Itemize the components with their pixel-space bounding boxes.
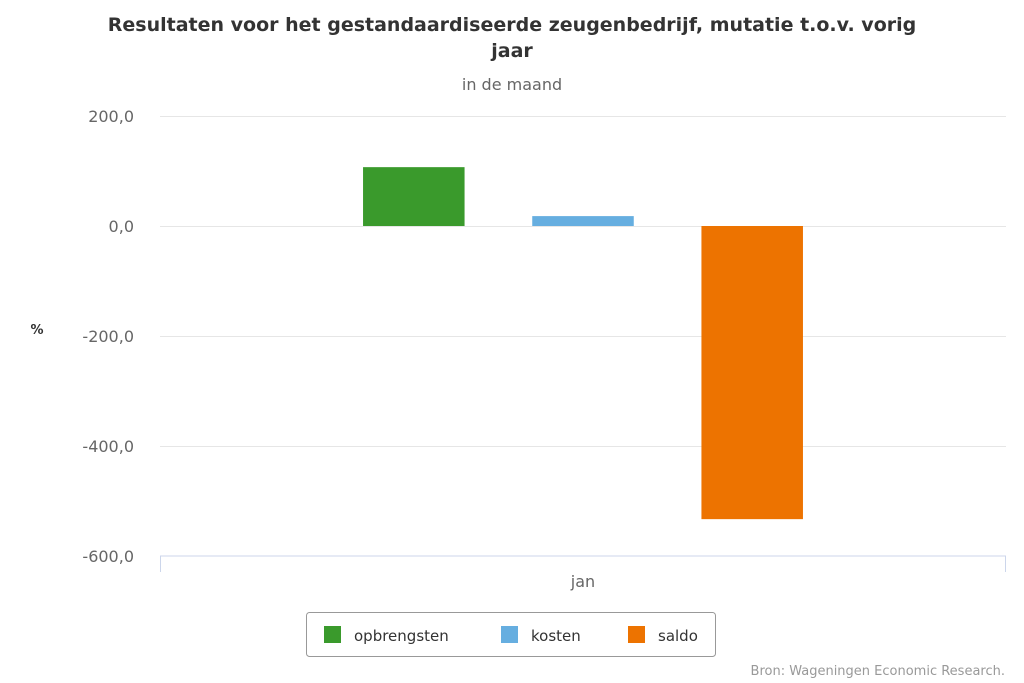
bar-opbrengsten[interactable] — [363, 167, 465, 226]
legend-swatch-opbrengsten — [324, 626, 341, 643]
legend-swatch-saldo — [628, 626, 645, 643]
bars — [363, 167, 803, 520]
y-tick-label: -600,0 — [82, 547, 134, 566]
credits[interactable]: Bron: Wageningen Economic Research. — [751, 664, 1005, 679]
y-tick-label: 0,0 — [109, 217, 134, 236]
x-axis: jan — [160, 555, 1006, 591]
bar-kosten[interactable] — [532, 216, 634, 226]
chart-title-line-1: Resultaten voor het gestandaardiseerde z… — [108, 14, 916, 36]
y-tick-label: 200,0 — [88, 107, 134, 126]
legend-label-kosten: kosten — [531, 627, 581, 645]
x-tick-label-jan: jan — [570, 572, 595, 591]
legend-label-opbrengsten: opbrengsten — [354, 627, 449, 645]
y-tick-label: -400,0 — [82, 437, 134, 456]
bar-saldo[interactable] — [701, 226, 803, 520]
legend-item-saldo[interactable]: saldo — [628, 626, 698, 645]
y-axis-ticks: 200,0 0,0 -200,0 -400,0 -600,0 — [82, 107, 134, 566]
y-tick-label: -200,0 — [82, 327, 134, 346]
chart-title-line-2: jaar — [490, 40, 533, 62]
y-axis-label: % — [30, 323, 43, 338]
legend-item-kosten[interactable]: kosten — [501, 626, 581, 645]
legend: opbrengsten kosten saldo — [306, 612, 716, 657]
grid-lines — [160, 116, 1006, 447]
chart-subtitle: in de maand — [462, 75, 562, 94]
legend-item-opbrengsten[interactable]: opbrengsten — [324, 626, 449, 645]
legend-label-saldo: saldo — [658, 627, 698, 645]
legend-swatch-kosten — [501, 626, 518, 643]
